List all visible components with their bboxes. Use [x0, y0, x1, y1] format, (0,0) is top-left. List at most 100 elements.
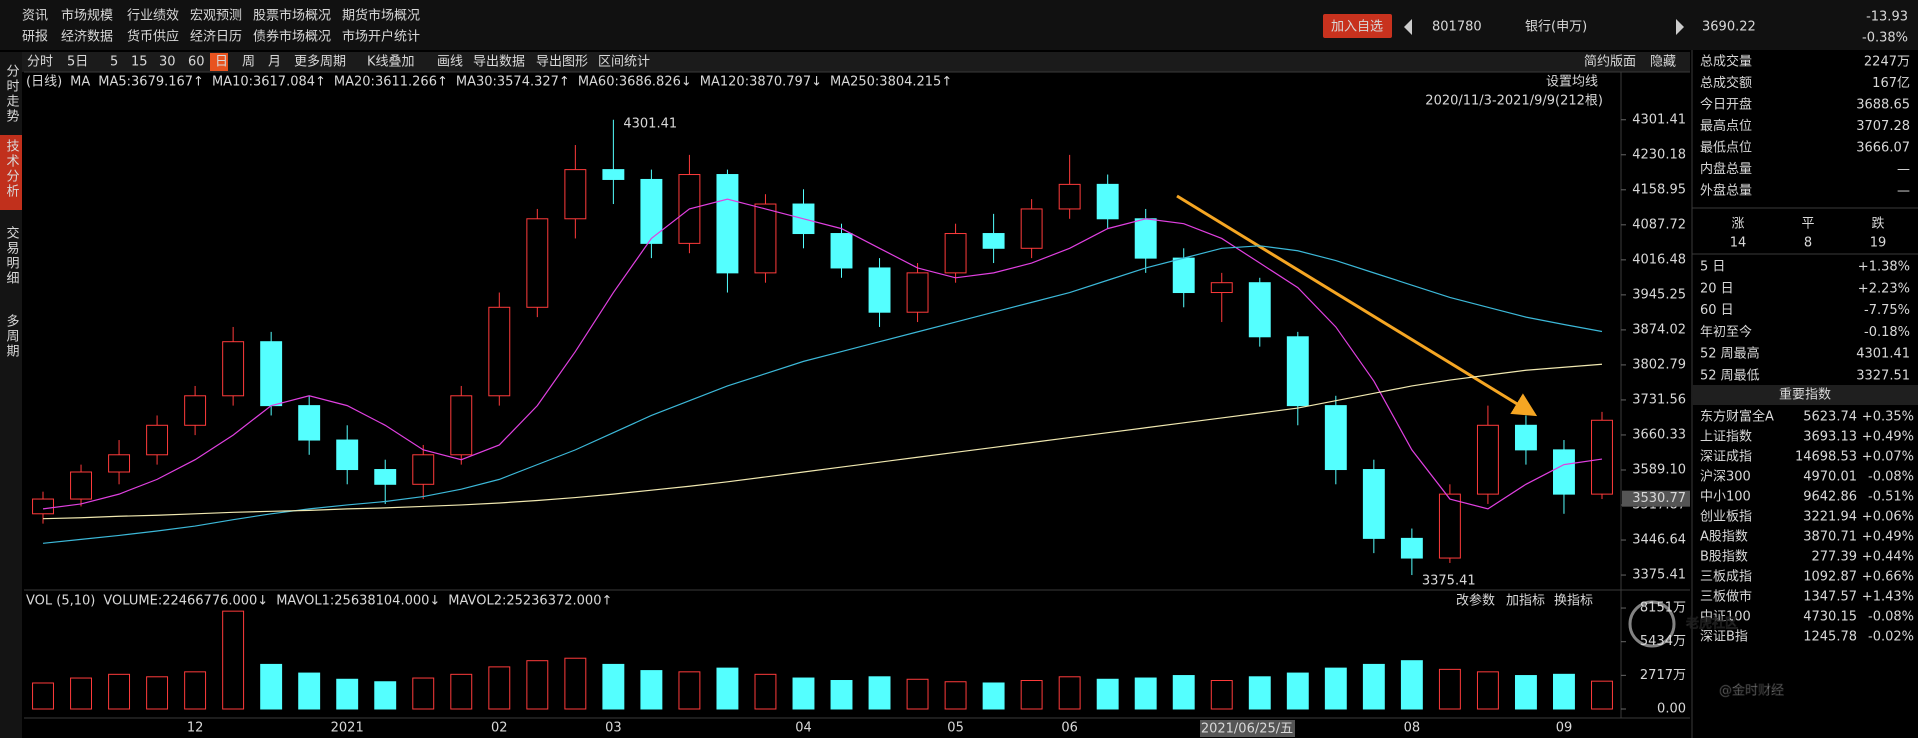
toolbar-item[interactable]: 隐藏 [1650, 55, 1676, 70]
index-header [1692, 385, 1918, 405]
volume-legend: MAVOL1:25638104.000↓ [276, 594, 440, 609]
candle-body [1134, 218, 1157, 259]
candle-body [1553, 449, 1575, 495]
toolbar-item[interactable]: 分时 [27, 55, 53, 70]
side-tab[interactable]: 技术分析 [4, 139, 20, 199]
volume-bar [146, 676, 169, 710]
change: -13.93 [1866, 10, 1908, 25]
toolbar-item[interactable]: 30 [159, 55, 176, 70]
ma-line [42, 198, 1603, 510]
index-name[interactable]: 深证成指 [1700, 450, 1752, 465]
menu-item[interactable]: 市场规模 [61, 8, 113, 24]
side-tab[interactable]: 交易明细 [4, 225, 20, 286]
breadth-value: 19 [1870, 236, 1887, 251]
y-tick-label: 3874.02 [1632, 322, 1686, 337]
top-bar [0, 0, 1918, 50]
toolbar-item[interactable]: 日 [215, 55, 228, 70]
prev-arrow[interactable] [1404, 19, 1412, 35]
add-watch-label[interactable]: 加入自选 [1331, 20, 1383, 35]
menu-item[interactable]: 市场开户统计 [342, 29, 420, 45]
toolbar-item[interactable]: 60 [188, 55, 205, 70]
volume-bar [450, 673, 473, 710]
toolbar-item[interactable]: 简约版面 [1584, 54, 1636, 70]
menu-item[interactable]: 宏观预测 [190, 9, 242, 24]
menu-item[interactable]: 期货市场概况 [342, 8, 420, 24]
volume-bar [1553, 673, 1575, 710]
watermark-logo [1628, 600, 1676, 648]
x-tick-label: 12 [187, 721, 204, 736]
candle-body [412, 454, 435, 485]
index-value: 3221.94 [1803, 510, 1857, 525]
index-change: +0.07% [1862, 450, 1914, 465]
y-tick-label: 4158.95 [1632, 182, 1686, 197]
period-label: (日线) [26, 75, 62, 90]
toolbar-item[interactable]: 周 [242, 55, 255, 70]
volume-bar [906, 678, 929, 710]
stat-label: 最低点位 [1700, 141, 1752, 156]
volume-bar [602, 663, 625, 710]
index-name[interactable]: B股指数 [1700, 550, 1748, 565]
menu-item[interactable]: 货币供应 [127, 29, 179, 45]
volume-button[interactable]: 改参数 [1456, 593, 1495, 609]
menu-item[interactable]: 研报 [22, 30, 48, 45]
candle-body [982, 233, 1005, 249]
y-tick-label: 3802.79 [1632, 357, 1686, 372]
cursor-price-box [1622, 490, 1690, 507]
toolbar-item[interactable]: 月 [268, 55, 281, 70]
index-name[interactable]: 中证100 [1700, 610, 1751, 625]
toolbar-item[interactable]: 5日 [67, 55, 88, 70]
toolbar-item[interactable]: 15 [131, 55, 148, 70]
volume-bar [1324, 667, 1347, 710]
index-name[interactable]: 沪深300 [1700, 469, 1751, 485]
index-name[interactable]: 中小100 [1700, 490, 1751, 505]
stat-value: 2247万 [1864, 55, 1910, 70]
y-tick-label: 3945.25 [1632, 287, 1686, 302]
toolbar-item[interactable]: 区间统计 [598, 55, 650, 70]
toolbar-item[interactable]: 5 [110, 55, 118, 70]
menu-item[interactable]: 债券市场概况 [253, 29, 331, 45]
price: 3690.22 [1702, 20, 1756, 35]
next-arrow[interactable] [1676, 19, 1684, 35]
x-tick-label: 06 [1061, 721, 1078, 736]
toolbar-item[interactable]: 导出图形 [536, 55, 588, 70]
index-name[interactable]: 东方财富全A [1700, 409, 1774, 425]
candle-body [1210, 282, 1233, 294]
index-name[interactable]: 上证指数 [1700, 430, 1752, 445]
menu-item[interactable]: 行业绩效 [127, 9, 179, 24]
return-label: 52 周最高 [1700, 346, 1760, 362]
y-tick-label: 8151万 [1640, 601, 1686, 616]
index-name[interactable]: A股指数 [1700, 530, 1748, 545]
index-name[interactable]: 创业板指 [1700, 510, 1752, 525]
index-change: +1.43% [1862, 590, 1914, 605]
toolbar-item[interactable]: K线叠加 [367, 55, 415, 70]
index-name[interactable]: 三板做市 [1700, 589, 1752, 605]
index-name[interactable]: 三板成指 [1700, 570, 1752, 585]
return-value: -0.18% [1864, 325, 1910, 340]
side-tab[interactable]: 分时走势 [4, 64, 20, 124]
menu-item[interactable]: 资讯 [22, 9, 48, 24]
candle-body [1058, 183, 1081, 210]
toolbar-item[interactable]: 导出数据 [473, 55, 525, 70]
volume-button[interactable]: 加指标 [1506, 594, 1545, 609]
volume-button[interactable]: 换指标 [1554, 594, 1593, 609]
toolbar-item[interactable]: 画线 [437, 55, 463, 70]
volume-legend: VOLUME:22466776.000↓ [103, 594, 268, 609]
menu-item[interactable]: 经济数据 [61, 30, 113, 45]
add-watch-button[interactable] [1323, 14, 1392, 38]
breadth-value: 8 [1804, 236, 1812, 251]
toolbar-item[interactable]: 更多周期 [294, 54, 346, 70]
candle-body [488, 306, 511, 397]
menu-item[interactable]: 经济日历 [190, 30, 242, 45]
volume-bar [754, 673, 777, 710]
index-change: +0.35% [1862, 410, 1914, 425]
index-name[interactable]: 深证B指 [1700, 630, 1748, 645]
index-change: +0.49% [1862, 530, 1914, 545]
side-tab[interactable]: 多周期 [4, 313, 20, 359]
candle-body [1362, 469, 1385, 539]
candle-body [1096, 183, 1119, 220]
settings-button[interactable]: 设置均线 [1546, 75, 1598, 90]
menu-item[interactable]: 股票市场概况 [253, 8, 331, 24]
index-change: +0.66% [1862, 570, 1914, 585]
